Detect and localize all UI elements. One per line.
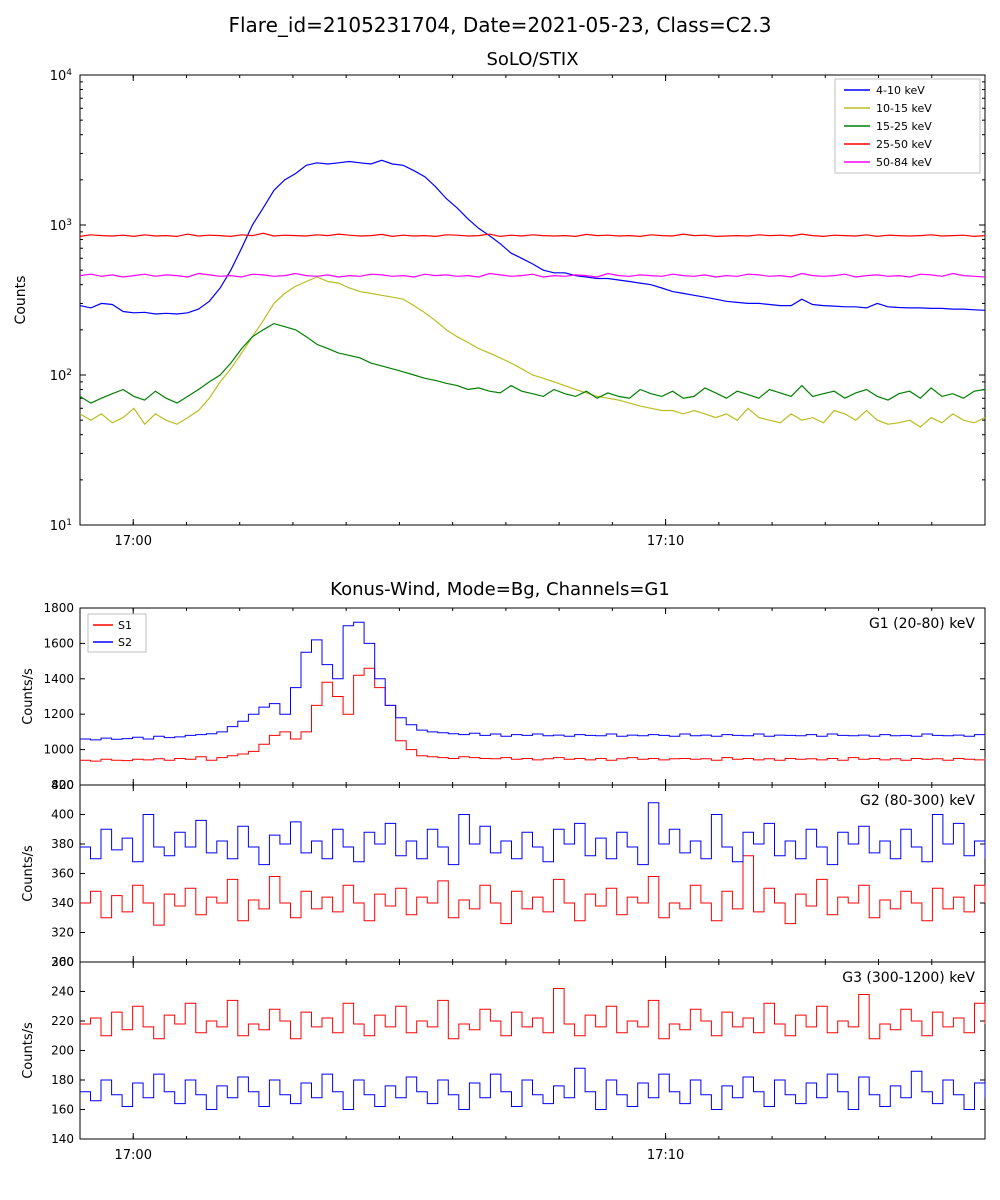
ytick-label: 1000: [43, 743, 74, 757]
ytick-label: 1400: [43, 672, 74, 686]
legend-label: S1: [118, 619, 132, 632]
ytick-label: 320: [51, 926, 74, 940]
ytick-label: 380: [51, 837, 74, 851]
legend-label: 25-50 keV: [876, 138, 932, 151]
ytick-label: 240: [51, 985, 74, 999]
series-line: 4-10 keV: [80, 160, 985, 314]
kw-title: Konus-Wind, Mode=Bg, Channels=G1: [330, 579, 670, 600]
ytick-label: 360: [51, 867, 74, 881]
panel-annotation: G1 (20-80) keV: [869, 616, 975, 632]
series-step: S1: [80, 856, 985, 925]
ytick-label: 1200: [43, 707, 74, 721]
series-step: S1: [80, 668, 985, 761]
series-step: S2: [80, 622, 985, 740]
series-line: 25-50 keV: [80, 233, 985, 236]
ytick-label: 180: [51, 1073, 74, 1087]
legend-label: S2: [118, 636, 132, 649]
ytick-label: 102: [50, 368, 72, 384]
figure-svg: Flare_id=2105231704, Date=2021-05-23, Cl…: [0, 0, 1000, 1200]
panel-annotation: G2 (80-300) keV: [860, 793, 975, 809]
xtick-label: 17:10: [647, 1148, 684, 1163]
kw-ylabel: Counts/s: [21, 668, 36, 725]
kw-panel-axes: [80, 785, 985, 962]
ytick-label: 220: [51, 1014, 74, 1028]
ytick-label: 101: [50, 518, 72, 534]
ytick-label: 140: [51, 1132, 74, 1146]
legend-box: [88, 614, 146, 652]
legend-label: 10-15 keV: [876, 102, 932, 115]
ytick-label: 160: [51, 1103, 74, 1117]
ytick-label: 400: [51, 808, 74, 822]
ytick-label: 103: [50, 218, 72, 234]
xtick-label: 17:00: [115, 534, 152, 549]
series-line: 10-15 keV: [80, 277, 985, 427]
panel-top-title: SoLO/STIX: [486, 49, 578, 70]
legend-label: 15-25 keV: [876, 120, 932, 133]
ytick-label: 340: [51, 896, 74, 910]
kw-ylabel: Counts/s: [21, 845, 36, 902]
series-step: S2: [80, 803, 985, 865]
ytick-label: 1600: [43, 636, 74, 650]
ytick-label: 104: [50, 68, 73, 84]
ytick-label: 200: [51, 1044, 74, 1058]
ytick-label: 1800: [43, 601, 74, 615]
ytick-label: 260: [51, 955, 74, 969]
supertitle: Flare_id=2105231704, Date=2021-05-23, Cl…: [228, 13, 771, 37]
kw-ylabel: Counts/s: [21, 1022, 36, 1079]
kw-panel-axes: [80, 962, 985, 1139]
xtick-label: 17:00: [115, 1148, 152, 1163]
legend-label: 4-10 keV: [876, 84, 925, 97]
xtick-label: 17:10: [647, 534, 684, 549]
series-step: S2: [80, 1068, 985, 1109]
panel-top-ylabel: Counts: [13, 276, 29, 325]
series-line: 50-84 keV: [80, 274, 985, 278]
panel-annotation: G3 (300-1200) keV: [842, 970, 975, 986]
legend-label: 50-84 keV: [876, 156, 932, 169]
ytick-label: 420: [51, 778, 74, 792]
series-line: 15-25 keV: [80, 324, 985, 404]
series-step: S1: [80, 989, 985, 1039]
